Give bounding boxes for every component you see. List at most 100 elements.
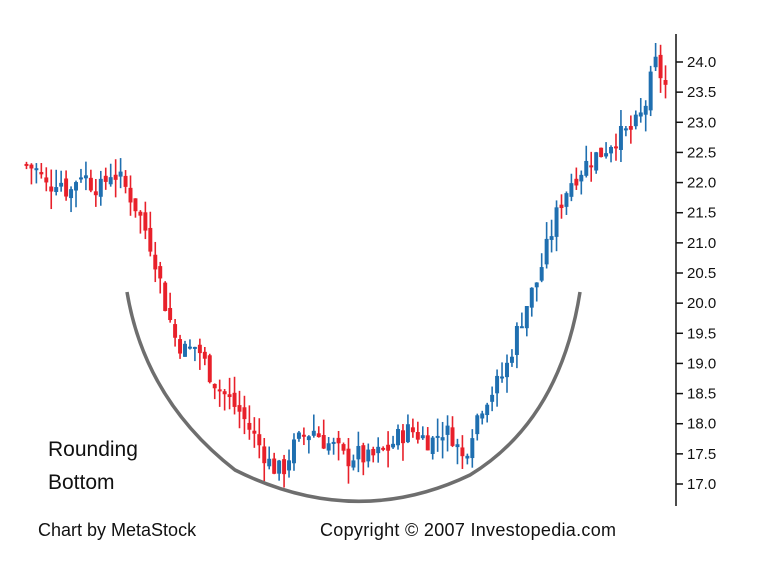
candle-down xyxy=(202,351,207,359)
candle-up xyxy=(594,152,599,171)
candle-down xyxy=(242,407,247,420)
candle-down xyxy=(628,126,633,130)
candle-down xyxy=(450,427,455,446)
candle-up xyxy=(480,413,485,419)
y-tick-label: 18.5 xyxy=(687,386,716,403)
candle-down xyxy=(138,211,143,216)
candle-down xyxy=(123,175,128,187)
candle-up xyxy=(391,443,396,448)
candle-down xyxy=(212,383,217,389)
candle-up xyxy=(519,326,524,329)
y-tick-label: 19.0 xyxy=(687,355,716,372)
candle-up xyxy=(584,160,589,176)
candle-up xyxy=(59,182,64,187)
candle-down xyxy=(386,444,391,451)
candle-up xyxy=(549,236,554,240)
candle-up xyxy=(74,182,78,191)
candle-up xyxy=(648,71,653,111)
candle-down xyxy=(321,435,326,449)
candle-up xyxy=(490,394,495,402)
candle-down xyxy=(39,172,44,175)
y-tick-label: 22.0 xyxy=(687,175,716,192)
candle-down xyxy=(24,163,29,166)
candle-up xyxy=(183,343,187,357)
y-tick-label: 17.0 xyxy=(687,476,716,493)
y-tick-label: 23.5 xyxy=(687,84,716,101)
candle-down xyxy=(559,204,564,209)
candle-up xyxy=(108,177,113,185)
candle-up xyxy=(69,189,74,199)
candle-up xyxy=(376,446,381,454)
candle-up xyxy=(485,404,490,416)
candle-down xyxy=(222,391,227,395)
candle-up xyxy=(326,443,331,451)
candle-up xyxy=(524,306,529,329)
candle-up xyxy=(470,438,475,459)
candle-down xyxy=(663,80,668,85)
y-tick-label: 23.0 xyxy=(687,114,716,131)
candle-down xyxy=(143,212,148,231)
annotation-rounding: Rounding xyxy=(48,438,138,461)
candle-down xyxy=(460,447,465,457)
candle-up xyxy=(623,128,628,131)
candle-up xyxy=(311,430,316,436)
candle-up xyxy=(277,460,282,474)
y-tick-label: 17.5 xyxy=(687,446,716,463)
candle-down xyxy=(282,459,287,475)
candle-down xyxy=(262,446,267,464)
candle-up xyxy=(505,362,509,378)
candle-down xyxy=(232,392,237,407)
candle-down xyxy=(227,394,232,398)
candle-down xyxy=(589,165,594,168)
candle-up xyxy=(455,444,460,448)
candle-up xyxy=(187,346,192,349)
annotation-bottom: Bottom xyxy=(48,471,115,494)
candle-down xyxy=(178,339,183,354)
candle-down xyxy=(88,177,93,191)
candle-down xyxy=(158,266,163,279)
candle-down xyxy=(237,405,242,412)
candle-down xyxy=(301,434,306,437)
candle-down xyxy=(599,147,604,158)
candle-down xyxy=(153,254,158,270)
candle-up xyxy=(609,146,614,154)
candle-up xyxy=(440,437,445,441)
candle-up xyxy=(638,112,643,117)
y-tick-label: 20.5 xyxy=(687,265,716,282)
footer-credit-metastock: Chart by MetaStock xyxy=(38,520,197,540)
candle-down xyxy=(346,448,351,467)
candle-up xyxy=(475,415,480,435)
candle-down xyxy=(49,186,54,192)
candle-up xyxy=(509,356,514,363)
candle-up xyxy=(366,449,371,462)
candle-up xyxy=(54,187,59,193)
y-tick-label: 22.5 xyxy=(687,144,716,161)
candle-down xyxy=(133,198,138,212)
rounding-bottom-curve xyxy=(125,291,582,503)
candle-up xyxy=(405,424,410,443)
candle-down xyxy=(361,445,366,463)
candle-up xyxy=(118,171,123,177)
candle-down xyxy=(113,174,118,180)
candle-down xyxy=(247,422,252,430)
y-tick-label: 20.0 xyxy=(687,295,716,312)
candle-down xyxy=(574,178,579,186)
candle-up xyxy=(618,125,623,150)
candle-down xyxy=(44,177,49,183)
candle-up xyxy=(420,435,425,439)
candle-down xyxy=(168,307,173,321)
candle-down xyxy=(272,458,277,474)
candle-up xyxy=(34,168,39,171)
candle-up xyxy=(83,175,88,179)
candle-up xyxy=(564,193,569,207)
candle-down xyxy=(400,430,405,444)
footer-copyright: Copyright © 2007 Investopedia.com xyxy=(320,520,617,540)
y-tick-label: 21.0 xyxy=(687,235,716,252)
candle-down xyxy=(64,178,69,197)
candle-up xyxy=(435,435,440,438)
candle-up xyxy=(192,346,197,349)
candle-down xyxy=(207,355,212,383)
candle-up xyxy=(430,437,435,455)
candle-up xyxy=(579,174,584,182)
